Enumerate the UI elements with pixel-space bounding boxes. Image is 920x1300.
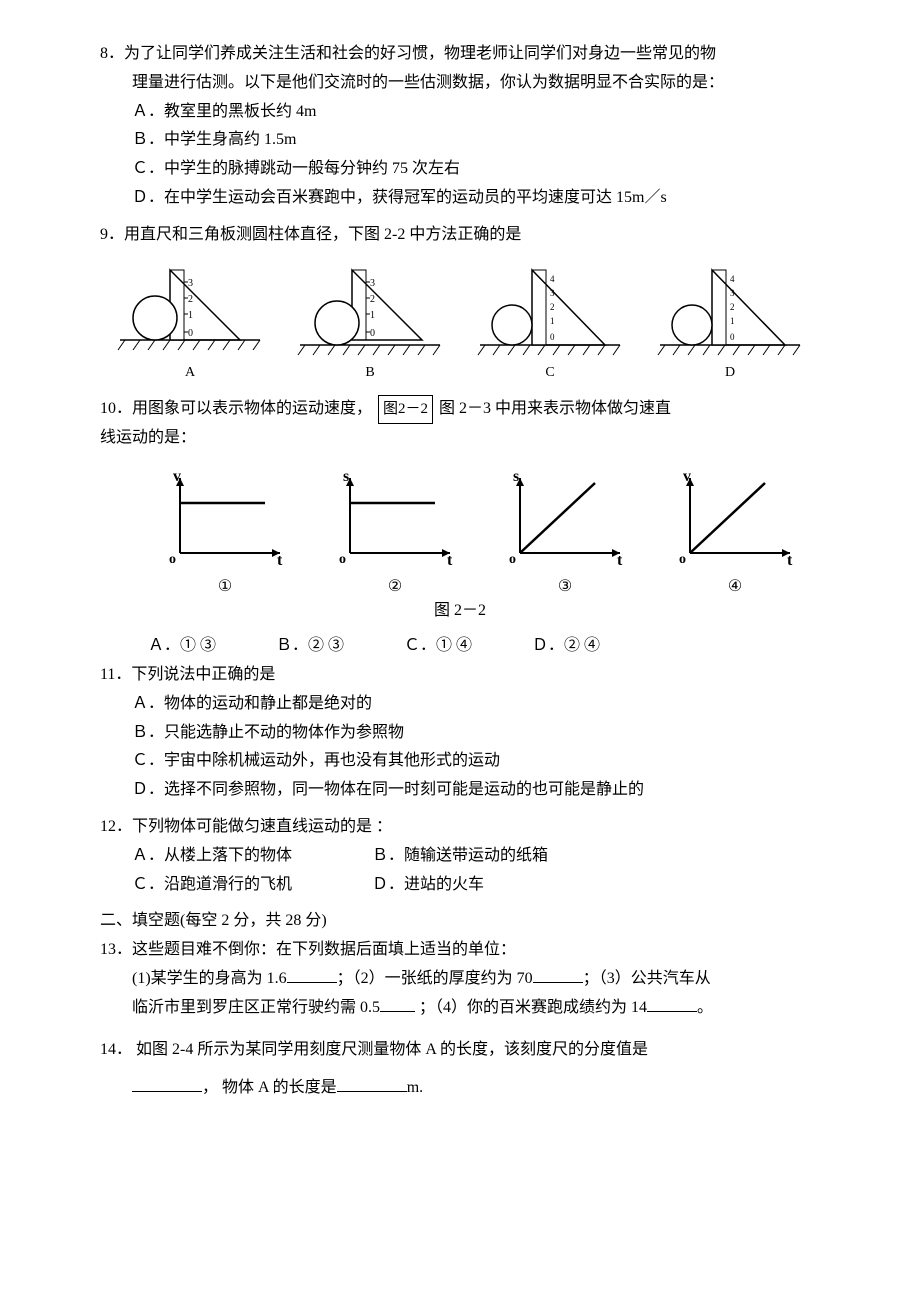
svg-text:3: 3 (370, 278, 375, 289)
svg-text:1: 1 (188, 310, 193, 321)
q14-line2: ， 物体 A 的长度是m. (100, 1069, 820, 1107)
q11-choice-d: Ｄ．选择不同参照物，同一物体在同一时刻可能是运动的也可能是静止的 (100, 776, 820, 805)
svg-text:v: v (173, 468, 181, 485)
q11-stem: 11．下列说法中正确的是 (100, 661, 820, 690)
q14-line1: 14． 如图 2-4 所示为某同学用刻度尺测量物体 A 的长度，该刻度尺的分度值… (100, 1031, 820, 1069)
q11-choice-a: Ａ．物体的运动和静止都是绝对的 (100, 690, 820, 719)
svg-text:0: 0 (550, 332, 555, 342)
q9-figures: 3 2 1 0 A 3 2 1 0 (100, 260, 820, 385)
svg-text:v: v (683, 468, 691, 485)
q9-svg-a: 3 2 1 0 (110, 260, 270, 360)
svg-text:t: t (617, 552, 623, 569)
q8-choice-c: Ｃ．中学生的脉搏跳动一般每分钟约 75 次左右 (100, 155, 820, 184)
svg-text:4: 4 (550, 274, 555, 284)
q10-choices: Ａ．① ③ Ｂ．② ③ Ｃ．① ④ Ｄ．② ④ (100, 632, 820, 661)
svg-text:0: 0 (730, 332, 735, 342)
svg-text:t: t (277, 552, 283, 569)
svg-text:s: s (343, 468, 349, 485)
q10-choice-b: Ｂ．② ③ (276, 632, 344, 661)
svg-text:2: 2 (188, 294, 193, 305)
blank-2[interactable] (533, 966, 583, 983)
q13-stem: 13．这些题目难不倒你：在下列数据后面填上适当的单位： (100, 936, 820, 965)
q10-choice-c: Ｃ．① ④ (404, 632, 472, 661)
q9-svg-b: 3 2 1 0 (290, 260, 450, 360)
q9-label-d: D (650, 360, 810, 385)
svg-text:0: 0 (370, 328, 375, 339)
q10-choice-d: Ｄ．② ④ (532, 632, 600, 661)
q10-num: 10． (100, 395, 132, 424)
q10-graph-3: s t o ③ (495, 463, 635, 602)
svg-text:1: 1 (550, 316, 555, 326)
q10-stem2: 图 2－3 中用来表示物体做匀速直 (439, 395, 671, 424)
q10-graph-4: v t o ④ (665, 463, 805, 602)
q9-svg-d: 4 3 2 1 0 (650, 260, 810, 360)
q8-stem-line2: 理量进行估测。以下是他们交流时的一些估测数据，你认为数据明显不合实际的是： (100, 69, 820, 98)
svg-text:2: 2 (370, 294, 375, 305)
q10-stem1: 用图象可以表示物体的运动速度， (132, 395, 372, 424)
blank-5[interactable] (132, 1075, 202, 1092)
q9-stem: 9．用直尺和三角板测圆柱体直径，下图 2-2 中方法正确的是 (100, 221, 820, 250)
svg-text:t: t (787, 552, 793, 569)
q10-graphs: v t o ① s t o ② s t o (140, 463, 820, 602)
svg-text:o: o (169, 552, 176, 567)
blank-4[interactable] (647, 995, 697, 1012)
q10-stem3: 线运动的是： (100, 424, 820, 453)
svg-text:1: 1 (370, 310, 375, 321)
question-11: 11．下列说法中正确的是 Ａ．物体的运动和静止都是绝对的 Ｂ．只能选静止不动的物… (100, 661, 820, 805)
svg-text:1: 1 (730, 316, 735, 326)
blank-6[interactable] (337, 1075, 407, 1092)
section-2-header: 二、填空题(每空 2 分，共 28 分) (100, 907, 820, 936)
svg-text:2: 2 (550, 302, 555, 312)
q11-choice-c: Ｃ．宇宙中除机械运动外，再也没有其他形式的运动 (100, 747, 820, 776)
blank-1[interactable] (287, 966, 337, 983)
q12-row1: Ａ．从楼上落下的物体 Ｂ．随输送带运动的纸箱 (100, 842, 820, 871)
q8-choice-b: Ｂ．中学生身高约 1.5m (100, 126, 820, 155)
svg-text:o: o (679, 552, 686, 567)
q10-stem-row: 10． 用图象可以表示物体的运动速度， 图2－2 图 2－3 中用来表示物体做匀… (100, 395, 820, 424)
q9-label-a: A (110, 360, 270, 385)
question-8: 8．为了让同学们养成关注生活和社会的好习惯，物理老师让同学们对身边一些常见的物 … (100, 40, 820, 213)
q10-graph-2: s t o ② (325, 463, 465, 602)
blank-3[interactable] (380, 995, 415, 1012)
svg-text:s: s (513, 468, 519, 485)
q12-choice-c: Ｃ．沿跑道滑行的飞机 (132, 871, 372, 900)
question-9: 9．用直尺和三角板测圆柱体直径，下图 2-2 中方法正确的是 (100, 221, 820, 250)
question-13: 13．这些题目难不倒你：在下列数据后面填上适当的单位： (1)某学生的身高为 1… (100, 936, 820, 1022)
question-14: 14． 如图 2-4 所示为某同学用刻度尺测量物体 A 的长度，该刻度尺的分度值… (100, 1031, 820, 1108)
q10-bottom-label: 图 2－2 (100, 597, 820, 626)
svg-text:3: 3 (188, 278, 193, 289)
q10-fig-label: 图2－2 (378, 395, 433, 424)
q9-svg-c: 4 3 2 1 0 (470, 260, 630, 360)
q9-label-c: C (470, 360, 630, 385)
q10-graph-3-num: ③ (495, 573, 635, 602)
q9-figure-b: 3 2 1 0 B (290, 260, 450, 385)
q10-choice-a: Ａ．① ③ (148, 632, 216, 661)
svg-text:t: t (447, 552, 453, 569)
q12-row2: Ｃ．沿跑道滑行的飞机 Ｄ．进站的火车 (100, 871, 820, 900)
q10-graph-1-num: ① (155, 573, 295, 602)
q13-line2: 临沂市里到罗庄区正常行驶约需 0.5 ；（4）你的百米赛跑成绩约为 14。 (100, 994, 820, 1023)
q8-stem-line1: 8．为了让同学们养成关注生活和社会的好习惯，物理老师让同学们对身边一些常见的物 (100, 40, 820, 69)
q12-stem: 12．下列物体可能做匀速直线运动的是 ： (100, 813, 820, 842)
q9-label-b: B (290, 360, 450, 385)
question-10: 10． 用图象可以表示物体的运动速度， 图2－2 图 2－3 中用来表示物体做匀… (100, 395, 820, 453)
q12-choice-b: Ｂ．随输送带运动的纸箱 (372, 842, 548, 871)
q9-figure-d: 4 3 2 1 0 D (650, 260, 810, 385)
q8-choice-a: Ａ．教室里的黑板长约 4m (100, 98, 820, 127)
q13-line1: (1)某学生的身高为 1.6；（2）一张纸的厚度约为 70；（3）公共汽车从 (100, 965, 820, 994)
q10-graph-1: v t o ① (155, 463, 295, 602)
q12-choice-a: Ａ．从楼上落下的物体 (132, 842, 372, 871)
q12-choice-d: Ｄ．进站的火车 (372, 871, 484, 900)
question-12: 12．下列物体可能做匀速直线运动的是 ： Ａ．从楼上落下的物体 Ｂ．随输送带运动… (100, 813, 820, 899)
svg-text:4: 4 (730, 274, 735, 284)
svg-text:o: o (509, 552, 516, 567)
q9-figure-a: 3 2 1 0 A (110, 260, 270, 385)
svg-text:0: 0 (188, 328, 193, 339)
q8-choice-d: Ｄ．在中学生运动会百米赛跑中，获得冠军的运动员的平均速度可达 15m／s (100, 184, 820, 213)
q10-graph-4-num: ④ (665, 573, 805, 602)
q9-figure-c: 4 3 2 1 0 C (470, 260, 630, 385)
q11-choice-b: Ｂ．只能选静止不动的物体作为参照物 (100, 719, 820, 748)
svg-text:o: o (339, 552, 346, 567)
svg-text:2: 2 (730, 302, 735, 312)
